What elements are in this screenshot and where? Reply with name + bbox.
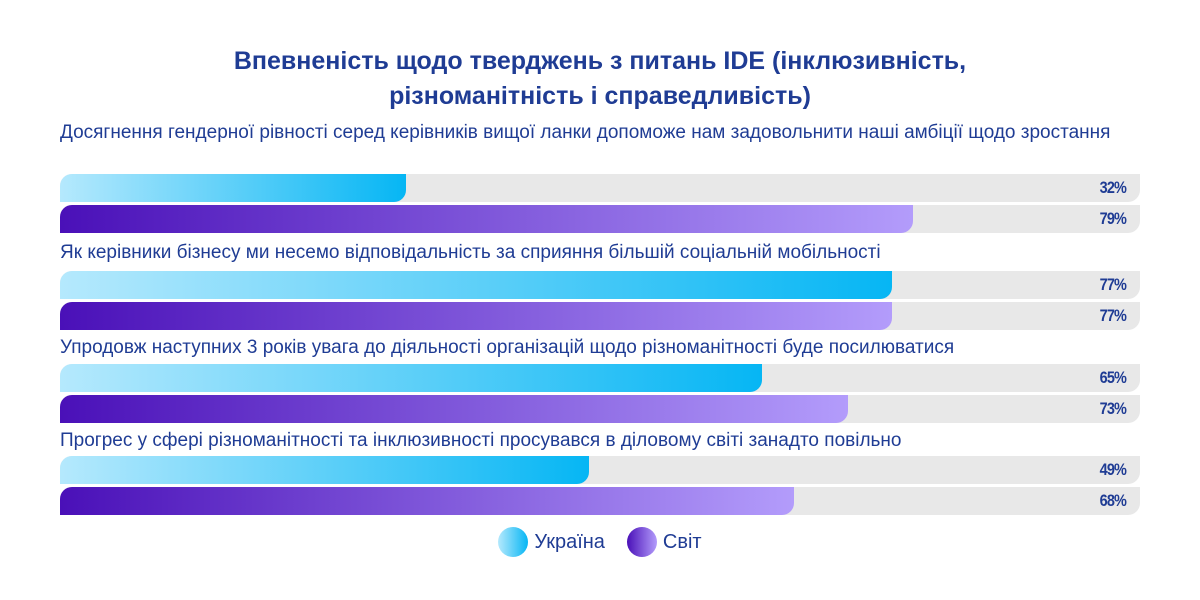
category-label: Прогрес у сфері різноманітності та інклю… — [60, 430, 902, 451]
bar-track: 32% — [60, 174, 1140, 202]
data-label: 65% — [1099, 368, 1127, 387]
chart-title: Впевненість щодо тверджень з питань IDE … — [0, 44, 1200, 114]
legend-label: Україна — [534, 530, 605, 553]
data-label: 77% — [1099, 275, 1127, 294]
bar-ukraine — [60, 174, 406, 202]
bar-track: 68% — [60, 487, 1140, 515]
data-label: 77% — [1099, 306, 1127, 325]
bar-world — [60, 395, 849, 423]
data-label: 49% — [1099, 460, 1127, 479]
data-label: 32% — [1099, 178, 1127, 197]
category-label: Упродовж наступних 3 років увага до діял… — [60, 337, 955, 358]
legend: Україна Світ — [0, 527, 1200, 557]
bar-track: 49% — [60, 456, 1140, 484]
legend-swatch — [498, 527, 529, 557]
bar-track: 79% — [60, 205, 1140, 233]
bar-ukraine — [60, 271, 892, 299]
legend-label: Світ — [662, 530, 702, 553]
title-line: різноманітність і справедливість) — [389, 82, 811, 110]
legend-swatch — [626, 527, 657, 557]
bar-ukraine — [60, 364, 762, 392]
category-label: Досягнення гендерної рівності серед кері… — [60, 122, 1111, 143]
bar-track: 73% — [60, 395, 1140, 423]
bar-world — [60, 487, 795, 515]
data-label: 73% — [1099, 399, 1127, 418]
bar-ukraine — [60, 456, 590, 484]
bar-world — [60, 205, 914, 233]
data-label: 68% — [1099, 491, 1127, 510]
bar-track: 77% — [60, 302, 1140, 330]
bar-track: 65% — [60, 364, 1140, 392]
title-line: Впевненість щодо тверджень з питань IDE … — [233, 47, 967, 75]
legend-item-world: Світ — [626, 527, 702, 557]
category-label: Як керівники бізнесу ми несемо відповіда… — [60, 242, 881, 263]
bar-world — [60, 302, 892, 330]
bar-track: 77% — [60, 271, 1140, 299]
data-label: 79% — [1099, 209, 1127, 228]
legend-item-ukraine: Україна — [498, 527, 605, 557]
